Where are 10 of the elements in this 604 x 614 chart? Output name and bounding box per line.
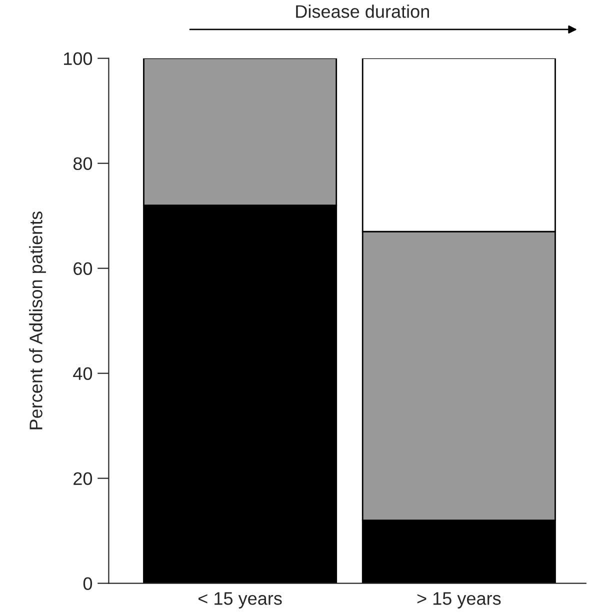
- y-tick-label: 20: [74, 472, 92, 486]
- x-tick-label: > 15 years: [417, 592, 501, 608]
- y-tick-label: 100: [64, 52, 92, 66]
- y-tick-label: 40: [73, 367, 92, 380]
- y-tick-label: 80: [73, 157, 92, 170]
- y-tick-label: 60: [74, 262, 92, 276]
- y-tick-label: 0: [83, 577, 92, 590]
- chart-title: Disease duration: [296, 4, 429, 18]
- y-axis-title: Percent of Addison patients: [29, 212, 46, 430]
- x-tick-label: < 15 years: [198, 592, 282, 608]
